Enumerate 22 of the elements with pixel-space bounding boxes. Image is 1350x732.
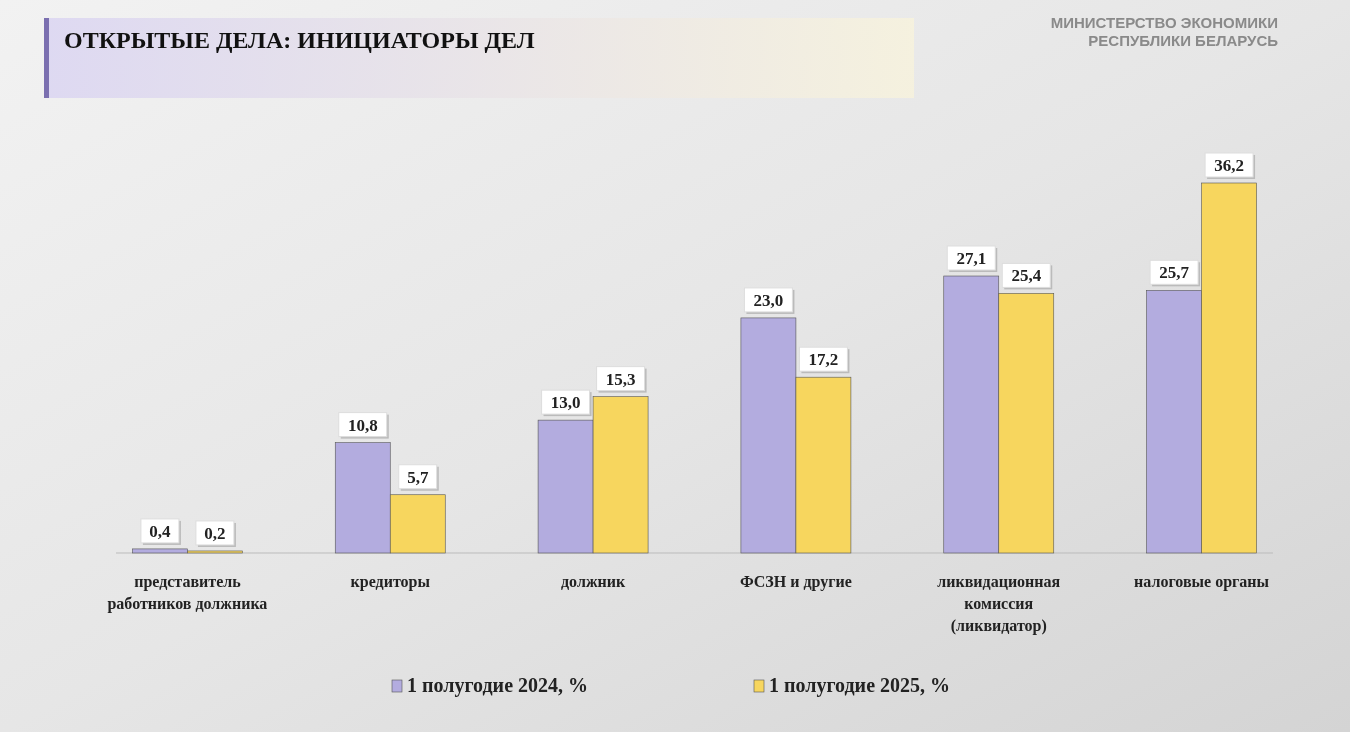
x-tick-label: налоговые органы xyxy=(1134,573,1270,591)
legend-label: 1 полугодие 2025, % xyxy=(769,674,951,697)
x-tick-label: кредиторы xyxy=(350,573,431,591)
x-tick-label: ФСЗН и другие xyxy=(740,573,852,591)
data-label: 10,8 xyxy=(347,415,378,435)
data-label: 5,7 xyxy=(407,467,429,487)
data-label: 25,7 xyxy=(1159,263,1190,283)
data-label: 13,0 xyxy=(550,393,581,413)
data-label: 36,2 xyxy=(1214,156,1244,175)
data-label: 15,3 xyxy=(605,369,636,389)
data-label: 17,2 xyxy=(808,350,839,370)
data-label: 25,4 xyxy=(1011,266,1042,286)
data-label: 0,2 xyxy=(204,523,226,543)
x-tick-label: ликвидационная комиссия (ликвидатор) xyxy=(937,573,1061,635)
data-label: 27,1 xyxy=(956,249,987,269)
chart-title: ОТКРЫТЫЕ ДЕЛА: ИНИЦИАТОРЫ ДЕЛ xyxy=(64,27,535,53)
x-tick-label: представитель работников должника xyxy=(107,573,268,613)
x-tick-label: должник xyxy=(561,573,626,590)
text: МИНИСТЕРСТВО ЭКОНОМИКИ РЕСПУБЛИКИ БЕЛАРУСЬ xyxy=(1050,14,1279,49)
data-label: 0,4 xyxy=(149,521,172,541)
legend-label: 1 полугодие 2024, % xyxy=(407,674,589,697)
data-label: 23,0 xyxy=(753,290,784,310)
